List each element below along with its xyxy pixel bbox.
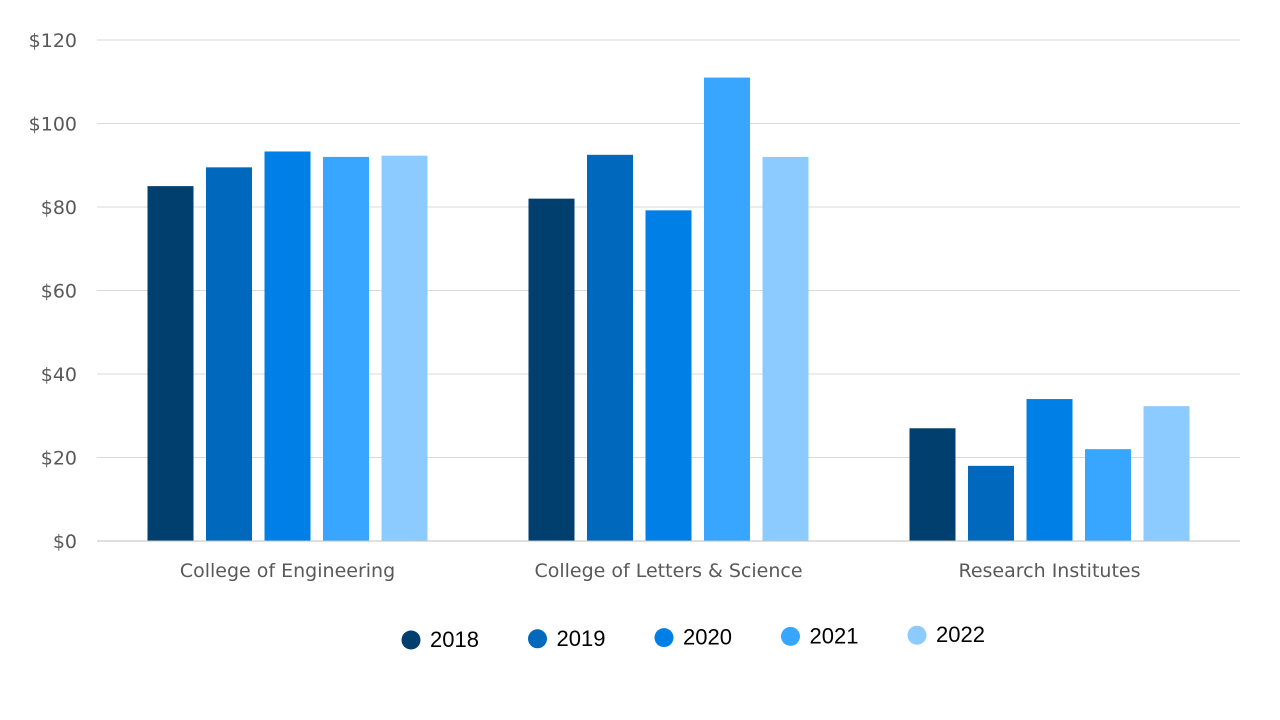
legend-swatch	[907, 625, 927, 645]
y-tick-label: $20	[41, 448, 77, 470]
bar-2020-college-of-letters-science	[645, 210, 692, 541]
legend-swatch	[401, 630, 421, 650]
y-tick-label: $80	[41, 197, 77, 219]
legend-swatch	[528, 629, 547, 649]
legend-label: 2020	[683, 625, 732, 650]
y-tick-label: $100	[29, 114, 77, 136]
bars	[147, 77, 1190, 541]
bar-2022-college-of-engineering	[381, 155, 428, 541]
category-label: College of Letters & Science	[534, 560, 802, 582]
legend-label: 2021	[810, 623, 859, 648]
y-tick-label: $40	[41, 364, 77, 386]
bar-2019-college-of-letters-science	[587, 154, 633, 541]
category-label: Research Institutes	[959, 560, 1141, 582]
bar-2018-college-of-engineering	[147, 186, 194, 541]
legend-item-2018: 2018	[401, 627, 479, 652]
legend-label: 2019	[557, 626, 606, 651]
bar-2021-college-of-engineering	[323, 156, 369, 541]
y-tick-label: $120	[29, 30, 77, 52]
legend-item-2021: 2021	[781, 623, 858, 648]
legend-item-2019: 2019	[528, 626, 605, 651]
bar-2020-research-institutes	[1026, 399, 1073, 541]
bar-2018-research-institutes	[909, 428, 956, 541]
legend-label: 2018	[430, 627, 479, 652]
bar-2019-research-institutes	[968, 465, 1014, 541]
category-labels: College of Engineering College of Letters…	[180, 560, 1141, 582]
legend-swatch	[654, 628, 674, 648]
y-tick-label: $60	[41, 281, 77, 303]
legend-item-2020: 2020	[654, 625, 732, 650]
legend-swatch	[781, 626, 800, 646]
category-label: College of Engineering	[180, 560, 395, 582]
bar-2020-college-of-engineering	[264, 151, 311, 541]
bar-2022-research-institutes	[1143, 406, 1190, 541]
legend-label: 2022	[936, 622, 985, 647]
bar-2022-college-of-letters-science	[762, 156, 809, 541]
y-axis-tick-labels: $0 $20 $40 $60 $80 $100 $120	[29, 30, 77, 553]
legend: 2018 2019 2020 2021 2022	[401, 622, 985, 652]
legend-item-2022: 2022	[907, 622, 985, 647]
bar-2021-college-of-letters-science	[704, 77, 750, 541]
bar-2019-college-of-engineering	[206, 167, 252, 541]
bar-2018-college-of-letters-science	[528, 198, 575, 541]
bar-2021-research-institutes	[1085, 449, 1131, 541]
y-tick-label: $0	[53, 531, 77, 553]
